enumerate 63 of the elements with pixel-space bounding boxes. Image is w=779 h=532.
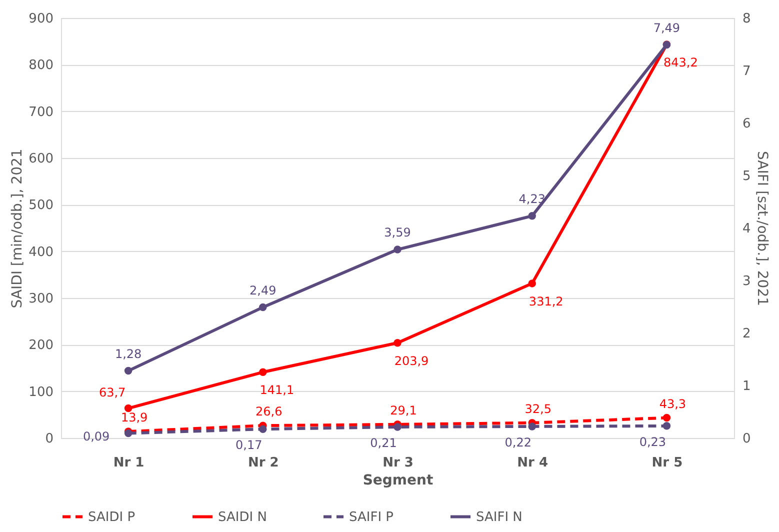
legend-label: SAIDI N [218,510,267,525]
point [528,212,536,220]
data-label: 26,6 [256,404,282,419]
y-tick-label: 800 [28,58,54,74]
x-tick-label: Nr 2 [248,456,279,470]
data-label: 0,23 [639,434,666,449]
data-label: 0,09 [82,429,110,444]
data-label: 1,28 [114,346,142,361]
y2-tick-label: 2 [742,326,751,342]
point [259,303,267,312]
point [259,425,267,433]
y-tick-label: 500 [28,198,54,214]
y-tick-label: 400 [28,244,54,260]
x-tick-label: Nr 5 [652,456,683,470]
y-tick-label: 200 [28,338,54,354]
point [662,422,671,430]
data-label: 0,22 [504,435,532,450]
point [394,246,402,254]
y2-tick-label: 8 [742,12,751,26]
point [124,404,132,412]
data-label: 43,3 [659,396,686,411]
y-tick-label: 0 [45,432,54,446]
legend-label: SAIFI P [349,510,394,525]
data-label: 0,17 [236,438,262,452]
y-tick-label: 900 [28,12,54,26]
y2-tick-label: 6 [742,116,751,132]
data-label: 0,21 [370,436,397,450]
point [394,338,402,347]
data-label: 3,59 [384,226,411,240]
y2-axis-title: SAIFI [szt./odb.], 2021 [754,150,770,306]
data-label: 141,1 [260,383,294,398]
data-label: 203,9 [394,354,429,368]
point [528,280,536,288]
y-tick-label: 700 [28,104,54,120]
y-tick-label: 300 [28,292,54,306]
y2-tick-label: 7 [742,64,751,79]
x-tick-label: Nr 1 [113,456,144,470]
point [259,368,267,376]
point [662,414,671,422]
data-label: 63,7 [98,385,126,400]
x-tick-label: Nr 4 [517,456,548,470]
y2-tick-label: 4 [742,222,751,236]
data-label: 331,2 [528,294,564,308]
y2-tick-label: 1 [742,379,751,394]
x-tick-label: Nr 3 [382,456,414,470]
point [394,423,402,431]
y-tick-label: 100 [28,384,54,400]
data-label: 7,49 [653,20,680,35]
data-label: 2,49 [250,283,276,298]
data-label: 843,2 [664,56,698,70]
data-label: 13,9 [120,410,148,425]
point [528,422,536,430]
y2-tick-label: 3 [742,274,751,289]
y-axis-title: SAIDI [min/odb.], 2021 [10,148,26,308]
x-axis-title: Segment [362,472,434,488]
point [124,366,132,375]
y-tick-label: 600 [28,152,54,166]
y2-tick-label: 0 [742,432,751,446]
legend-label: SAIFI N [476,510,522,525]
legend-label: SAIDI P [88,510,136,525]
data-label: 32,5 [524,402,552,416]
y2-tick-label: 5 [742,169,751,184]
data-label: 29,1 [390,403,417,418]
